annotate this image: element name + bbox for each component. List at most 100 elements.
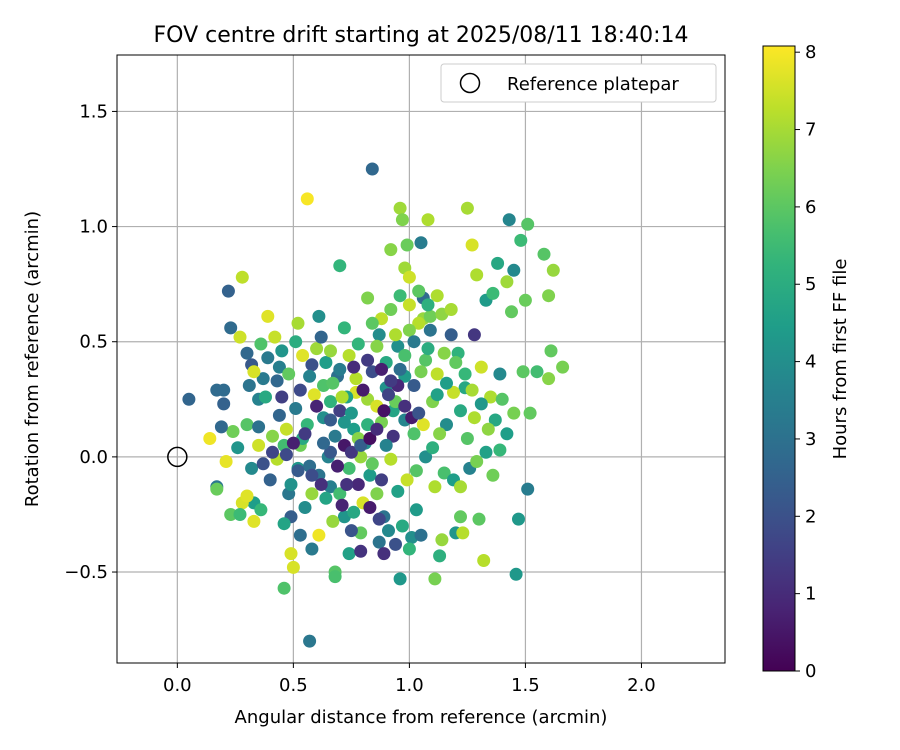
scatter-point (275, 344, 289, 358)
scatter-point (521, 217, 535, 231)
scatter-point (340, 478, 354, 491)
scatter-point (286, 436, 300, 450)
scatter-point (361, 291, 375, 305)
scatter-point (266, 445, 279, 459)
x-axis-ticks: 0.0 0.5 1.0 1.5 2.0 (163, 663, 656, 696)
scatter-point (328, 570, 342, 584)
scatter-point (470, 455, 484, 468)
plot-area: 0.0 0.5 1.0 1.5 2.0 −0.5 0.0 0.5 1.0 1.5 (64, 54, 726, 696)
scatter-point (407, 335, 421, 349)
scatter-point (402, 542, 416, 556)
scatter-point (247, 514, 261, 528)
scatter-point (363, 501, 377, 514)
scatter-point (319, 491, 333, 505)
scatter-point (305, 487, 319, 501)
scatter-point (542, 289, 556, 303)
scatter-point (240, 489, 254, 503)
scatter-point (333, 362, 347, 376)
x-tick-label: 1.0 (395, 675, 424, 696)
scatter-point (474, 360, 488, 374)
chart-title: FOV centre drift starting at 2025/08/11 … (154, 23, 689, 48)
scatter-point (421, 213, 435, 227)
scatter-point (224, 508, 238, 521)
scatter-point (337, 321, 351, 335)
scatter-point (300, 192, 314, 206)
scatter-point (477, 554, 491, 567)
scatter-point (421, 298, 435, 312)
scatter-point (344, 524, 358, 538)
scatter-point (414, 236, 428, 250)
scatter-point (182, 392, 196, 406)
scatter-point (412, 406, 426, 420)
scatter-point (372, 328, 386, 342)
scatter-point (395, 519, 409, 533)
scatter-point (284, 547, 298, 561)
legend-box (440, 63, 717, 103)
scatter-point (419, 353, 433, 367)
scatter-point (261, 351, 275, 365)
scatter-point (317, 436, 330, 450)
scatter-point (454, 404, 467, 418)
scatter-point (479, 445, 493, 459)
scatter-point (426, 441, 440, 455)
y-tick-label: −0.5 (64, 562, 108, 583)
scatter-point (286, 560, 300, 574)
x-axis-label: Angular distance from reference (arcmin) (235, 707, 608, 728)
scatter-point (416, 418, 430, 432)
scatter-point (460, 432, 474, 445)
scatter-point (324, 344, 337, 358)
scatter-point (291, 316, 305, 330)
scatter-point (279, 448, 293, 462)
scatter-point (240, 418, 254, 432)
scatter-point (449, 356, 463, 369)
scatter-point (393, 289, 407, 303)
scatter-point (324, 413, 337, 427)
scatter-point (272, 360, 286, 374)
scatter-point (324, 395, 337, 409)
colorbar-tick-label: 0 (805, 661, 816, 682)
scatter-point (314, 330, 328, 344)
scatter-point (379, 438, 393, 452)
scatter-point (488, 413, 502, 427)
scatter-point (279, 422, 293, 436)
colorbar-tick-label: 3 (805, 429, 816, 450)
y-tick-label: 0.5 (79, 332, 108, 353)
scatter-point (393, 362, 407, 376)
scatter-point (382, 524, 395, 538)
x-tick-label: 0.5 (279, 675, 308, 696)
scatter-point (333, 487, 347, 501)
scatter-point (444, 328, 458, 342)
axes-frame (116, 54, 726, 664)
scatter-point (254, 337, 268, 351)
colorbar-tick-label: 2 (805, 506, 816, 527)
scatter-points (182, 162, 570, 648)
scatter-point (245, 461, 259, 475)
scatter-point (398, 349, 412, 362)
scatter-point (312, 528, 326, 542)
scatter-point (384, 374, 398, 388)
scatter-point (440, 418, 453, 432)
scatter-point (384, 243, 398, 257)
scatter-point (423, 323, 437, 337)
scatter-point (263, 473, 277, 487)
scatter-point (402, 323, 416, 337)
scatter-point (484, 390, 498, 404)
scatter-point (377, 404, 391, 418)
scatter-point (467, 411, 481, 425)
scatter-point (235, 270, 249, 284)
scatter-point (514, 233, 528, 247)
x-tick-label: 0.0 (163, 675, 192, 696)
scatter-point (384, 303, 398, 316)
scatter-point (310, 399, 324, 413)
scatter-point (242, 379, 256, 392)
scatter-point (312, 309, 326, 323)
scatter-point (307, 388, 321, 402)
scatter-point (333, 404, 347, 418)
scatter-point (430, 388, 444, 402)
scatter-point (351, 478, 365, 491)
scatter-point (465, 383, 479, 397)
scatter-point (518, 293, 532, 307)
scatter-point (342, 547, 356, 561)
scatter-point (354, 544, 368, 558)
